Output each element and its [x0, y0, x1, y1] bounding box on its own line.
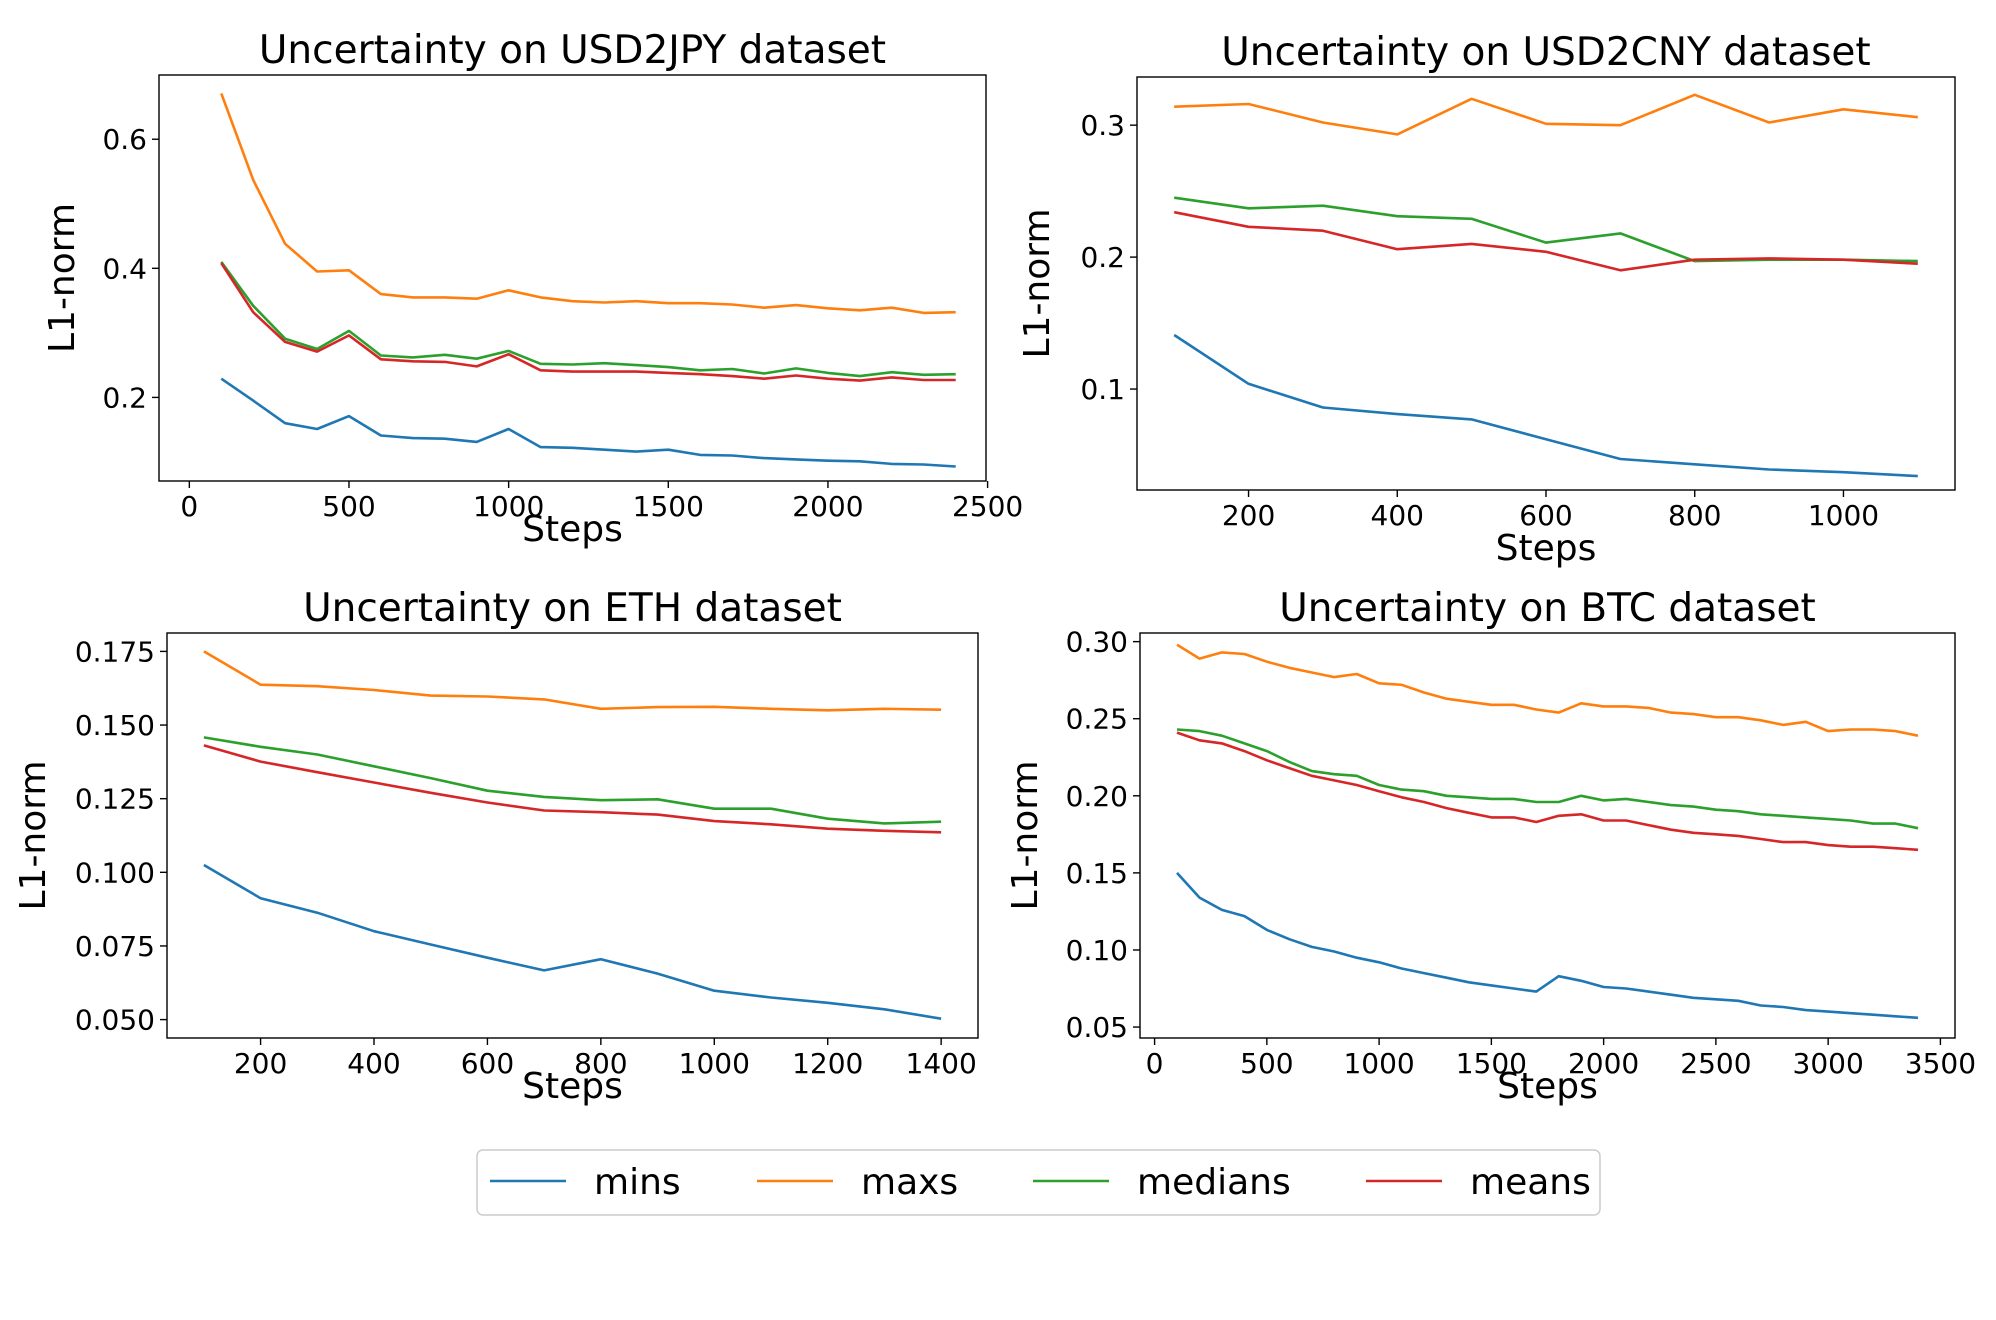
- x-tick-label: 500: [1240, 1047, 1293, 1080]
- plot-frame: [1136, 76, 1956, 491]
- y-tick-label: 0.4: [102, 252, 147, 285]
- x-axis-label: Steps: [522, 509, 623, 550]
- chart-3: Uncertainty on BTC dataset 0 500 1000 1500 20…: [1005, 586, 1976, 1107]
- y-tick-label: 0.2: [102, 381, 147, 414]
- y-axis-label: L1-norm: [1017, 208, 1058, 358]
- y-tick-label: 0.05: [1066, 1011, 1128, 1044]
- x-axis-label: Steps: [522, 1066, 623, 1107]
- series-line-maxs: [1174, 93, 1918, 136]
- y-tick-label: 0.20: [1066, 780, 1128, 813]
- x-axis-label: Steps: [1497, 1066, 1598, 1107]
- x-tick-label: 0: [1146, 1047, 1164, 1080]
- chart-title: Uncertainty on USD2CNY dataset: [1221, 30, 1870, 75]
- y-tick-label: 0.10: [1066, 934, 1128, 967]
- chart-title: Uncertainty on USD2JPY dataset: [259, 28, 886, 73]
- legend-label-means: means: [1470, 1162, 1591, 1203]
- chart-0: Uncertainty on USD2JPY dataset 0 500 1000 15…: [42, 28, 1023, 550]
- y-tick-label: 0.30: [1066, 626, 1128, 659]
- x-tick-label: 200: [1222, 499, 1275, 532]
- y-tick-label: 0.1: [1080, 373, 1125, 406]
- legend-label-medians: medians: [1137, 1162, 1291, 1203]
- series-line-maxs: [220, 92, 956, 315]
- x-tick-label: 600: [461, 1047, 514, 1080]
- legend-label-maxs: maxs: [861, 1162, 958, 1203]
- y-axis-label: L1-norm: [13, 760, 54, 910]
- plot-frame: [166, 632, 979, 1039]
- series-line-mins: [220, 377, 956, 468]
- chart-2: Uncertainty on ETH dataset 200 400 600 800 10…: [13, 586, 979, 1107]
- y-tick-label: 0.175: [75, 635, 155, 668]
- y-tick-label: 0.125: [75, 783, 155, 816]
- chart-1: Uncertainty on USD2CNY dataset 200 400 600 8…: [1017, 30, 1956, 569]
- series-line-maxs: [1176, 643, 1919, 737]
- chart-title: Uncertainty on ETH dataset: [303, 586, 842, 631]
- legend-label-mins: mins: [594, 1162, 681, 1203]
- y-axis-label: L1-norm: [1005, 760, 1046, 910]
- x-tick-label: 800: [574, 1047, 627, 1080]
- y-tick-label: 0.075: [75, 930, 155, 963]
- series-line-medians: [203, 736, 942, 825]
- y-tick-label: 0.100: [75, 856, 155, 889]
- legend-box: [476, 1149, 1601, 1216]
- plot-frame: [1139, 632, 1956, 1039]
- x-tick-label: 1000: [679, 1047, 750, 1080]
- series-line-mins: [1176, 872, 1919, 1020]
- x-tick-label: 3500: [1905, 1047, 1976, 1080]
- x-tick-label: 1000: [473, 490, 544, 523]
- x-tick-label: 2000: [792, 490, 863, 523]
- x-tick-label: 1500: [633, 490, 704, 523]
- x-tick-label: 2000: [1568, 1047, 1639, 1080]
- x-tick-label: 400: [1371, 499, 1424, 532]
- plot-frame: [158, 74, 987, 482]
- series-line-means: [220, 262, 956, 382]
- x-tick-label: 2500: [1680, 1047, 1751, 1080]
- y-axis-label: L1-norm: [42, 203, 83, 353]
- legend: mins maxs medians means: [476, 1149, 1601, 1216]
- series-line-means: [1173, 210, 1918, 272]
- x-tick-label: 800: [1668, 499, 1721, 532]
- x-tick-label: 2500: [952, 490, 1023, 523]
- x-tick-label: 400: [347, 1047, 400, 1080]
- x-tick-label: 200: [234, 1047, 287, 1080]
- x-axis-label: Steps: [1496, 528, 1597, 569]
- x-tick-label: 600: [1519, 499, 1572, 532]
- x-tick-label: 3000: [1793, 1047, 1864, 1080]
- x-tick-label: 1000: [1808, 499, 1879, 532]
- chart-title: Uncertainty on BTC dataset: [1279, 586, 1816, 631]
- y-tick-label: 0.050: [75, 1004, 155, 1037]
- series-line-mins: [1173, 333, 1918, 478]
- y-tick-label: 0.6: [102, 123, 147, 156]
- y-tick-label: 0.25: [1066, 703, 1128, 736]
- series-line-medians: [220, 261, 956, 378]
- x-tick-label: 1200: [792, 1047, 863, 1080]
- series-line-maxs: [203, 650, 942, 712]
- series-line-medians: [1176, 728, 1919, 830]
- x-tick-label: 1500: [1456, 1047, 1527, 1080]
- series-line-means: [203, 744, 942, 834]
- y-tick-label: 0.2: [1080, 241, 1125, 274]
- x-tick-label: 0: [180, 490, 198, 523]
- y-tick-label: 0.15: [1066, 857, 1128, 890]
- y-tick-label: 0.3: [1080, 109, 1125, 142]
- x-tick-label: 1400: [906, 1047, 977, 1080]
- series-line-means: [1176, 731, 1919, 852]
- series-line-mins: [203, 863, 942, 1020]
- x-tick-label: 500: [322, 490, 375, 523]
- y-tick-label: 0.150: [75, 709, 155, 742]
- x-tick-label: 1000: [1343, 1047, 1414, 1080]
